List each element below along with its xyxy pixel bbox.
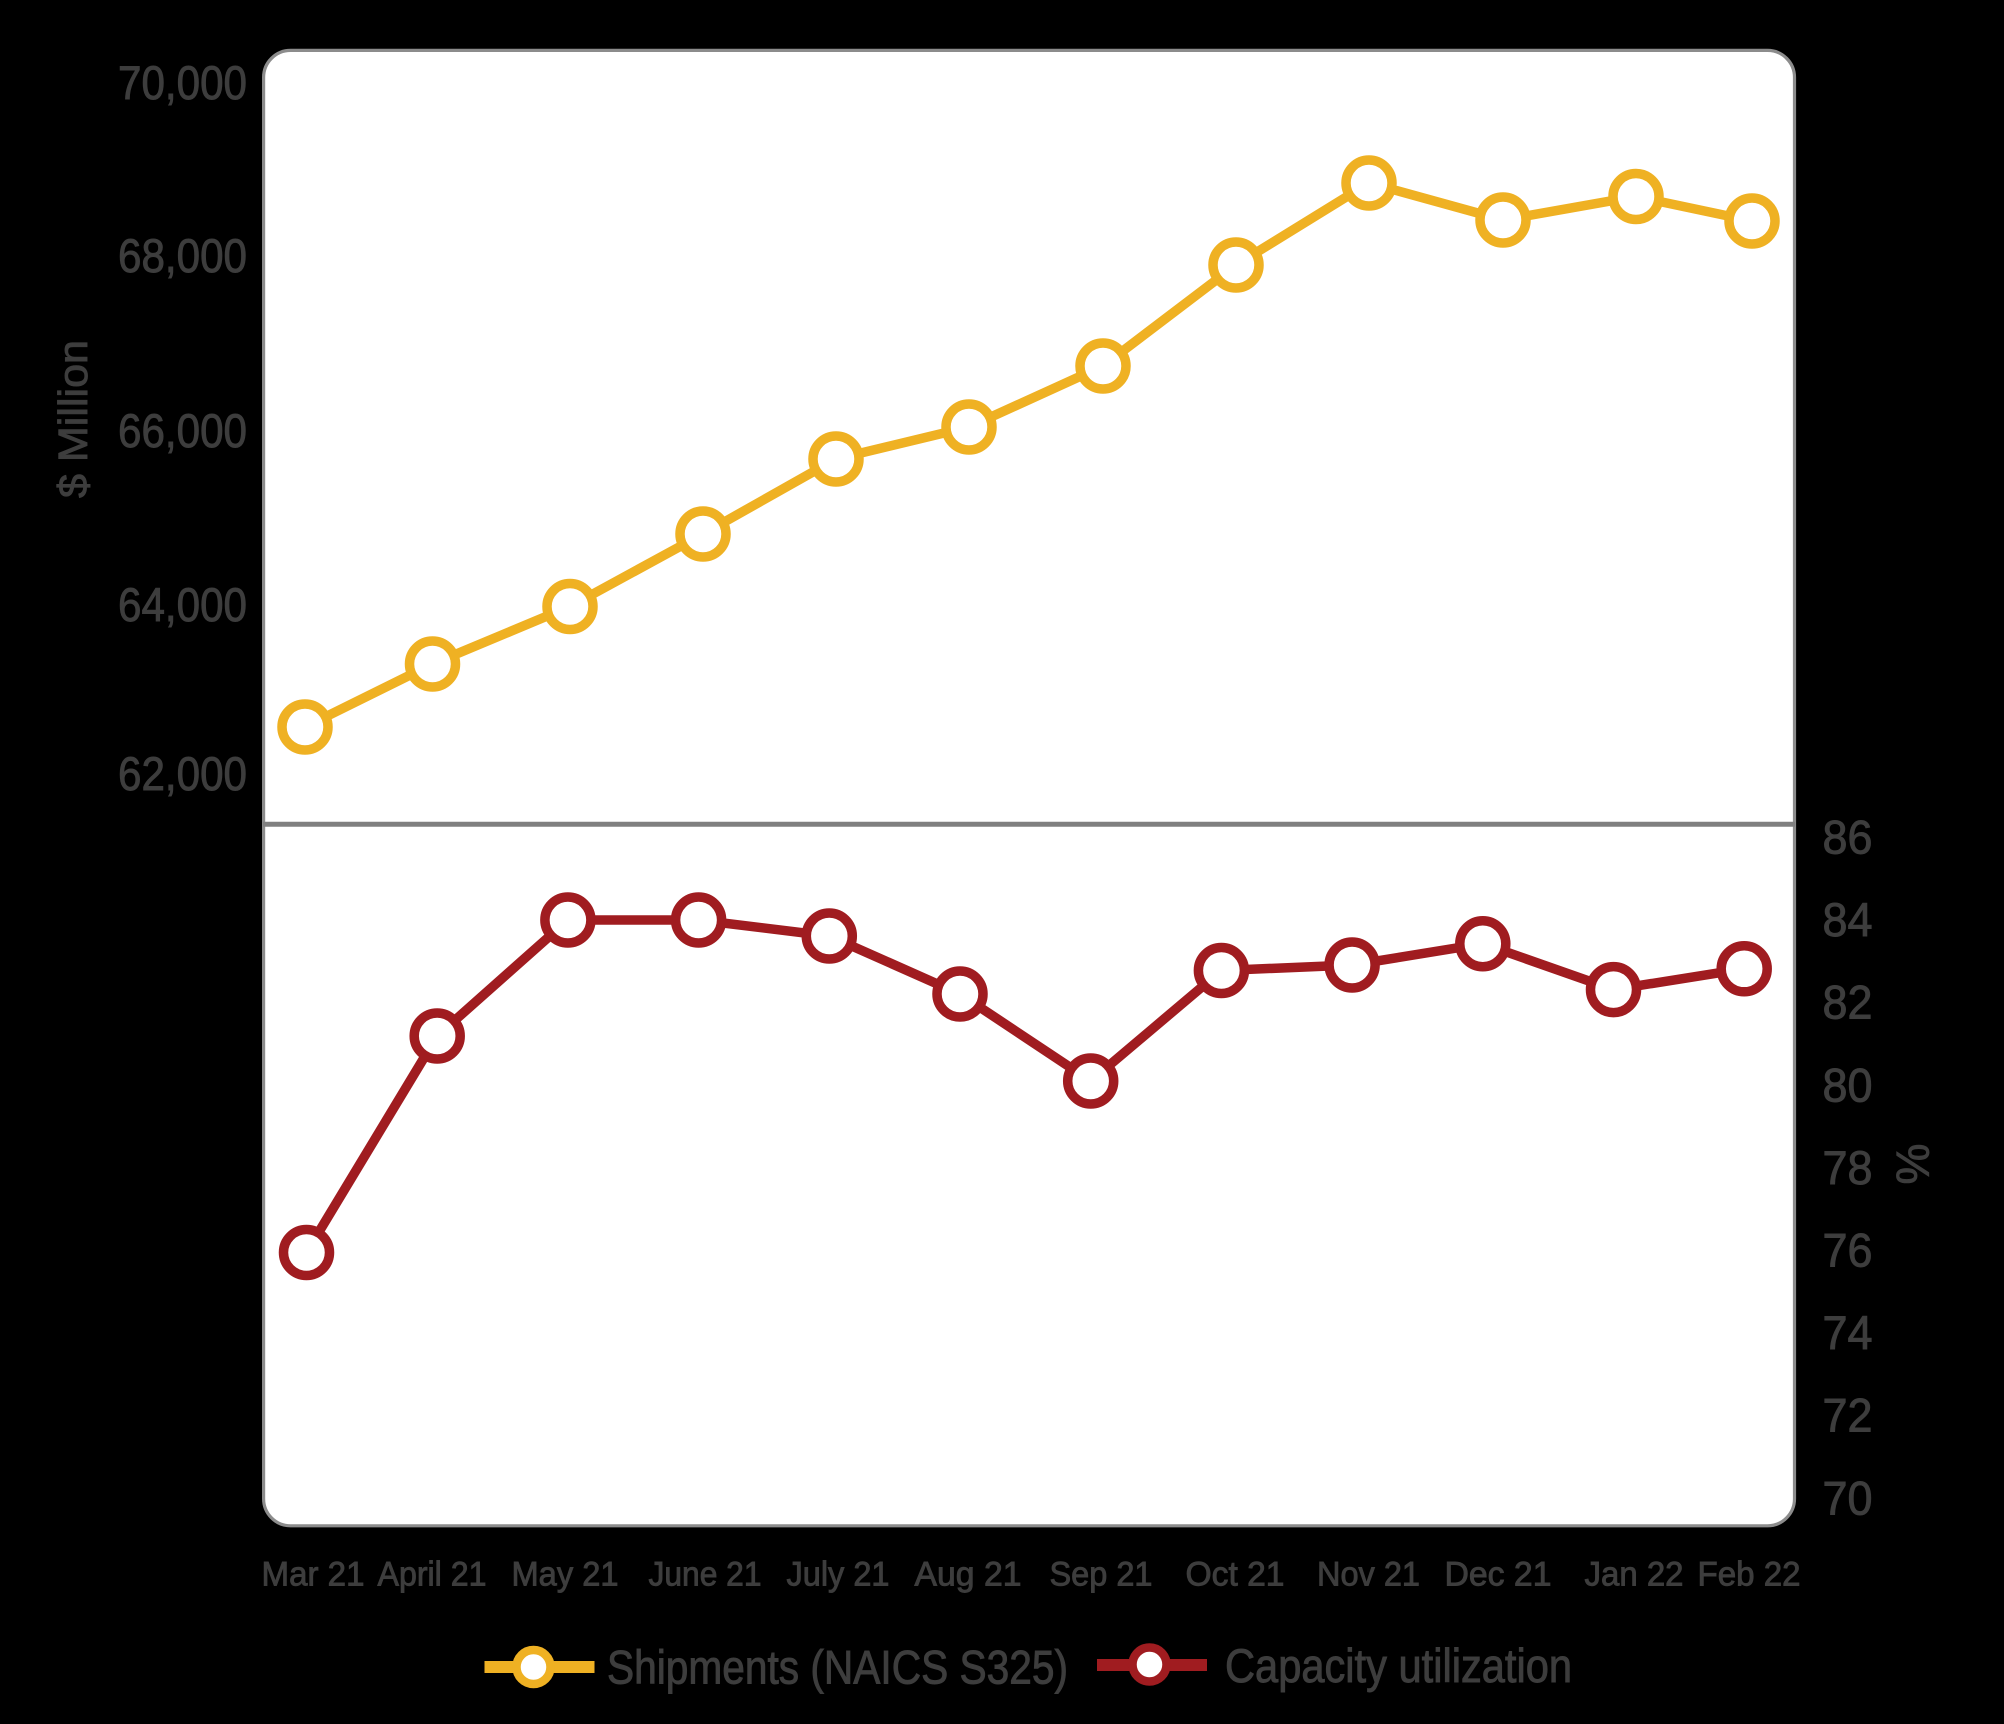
svg-text:Mar 21: Mar 21	[262, 1555, 365, 1593]
svg-text:80: 80	[1823, 1058, 1873, 1111]
svg-text:Dec 21: Dec 21	[1445, 1555, 1552, 1593]
svg-text:78: 78	[1823, 1141, 1873, 1194]
svg-text:July 21: July 21	[787, 1555, 890, 1593]
svg-text:$ Million: $ Million	[50, 340, 96, 498]
svg-text:Oct 21: Oct 21	[1186, 1555, 1285, 1593]
svg-text:76: 76	[1823, 1224, 1873, 1277]
svg-text:Sep 21: Sep 21	[1050, 1555, 1153, 1593]
svg-text:April 21: April 21	[378, 1555, 487, 1593]
svg-text:Jan 22: Jan 22	[1585, 1555, 1684, 1593]
svg-text:Nov 21: Nov 21	[1317, 1555, 1420, 1593]
svg-text:%: %	[1887, 1144, 1939, 1185]
svg-text:70: 70	[1823, 1471, 1873, 1524]
svg-text:64,000: 64,000	[118, 578, 247, 631]
svg-text:72: 72	[1823, 1389, 1873, 1442]
svg-text:82: 82	[1823, 976, 1873, 1029]
svg-text:70,000: 70,000	[118, 56, 247, 109]
svg-text:Shipments (NAICS S325): Shipments (NAICS S325)	[607, 1641, 1068, 1694]
svg-text:86: 86	[1823, 811, 1873, 864]
svg-text:62,000: 62,000	[118, 747, 247, 800]
svg-text:66,000: 66,000	[118, 404, 247, 457]
svg-text:84: 84	[1823, 893, 1873, 946]
svg-text:June 21: June 21	[649, 1555, 762, 1593]
svg-text:Capacity utilization: Capacity utilization	[1225, 1639, 1572, 1692]
svg-text:74: 74	[1823, 1306, 1873, 1359]
svg-text:Aug 21: Aug 21	[915, 1555, 1022, 1593]
svg-text:May 21: May 21	[512, 1555, 619, 1593]
svg-text:Feb 22: Feb 22	[1698, 1555, 1801, 1593]
svg-text:68,000: 68,000	[118, 229, 247, 282]
